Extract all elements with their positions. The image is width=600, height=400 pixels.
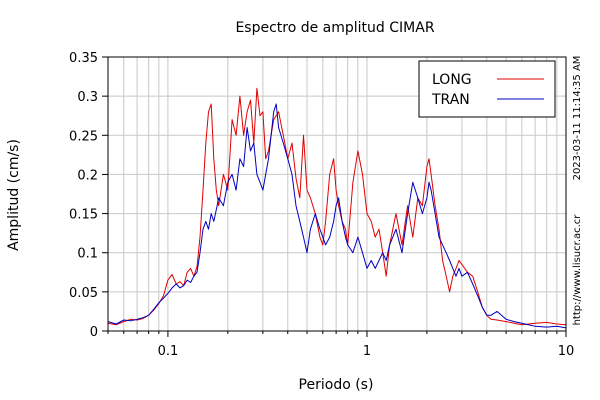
plot-frame xyxy=(107,56,567,332)
y-tick-label: 0.35 xyxy=(69,51,98,66)
legend-label-tran: TRAN xyxy=(431,92,470,108)
legend: LONG TRAN xyxy=(418,60,556,118)
y-tick-label: 0 xyxy=(90,325,98,340)
legend-label-long: LONG xyxy=(432,72,472,88)
axis-ticks: 0 0.05 0.1 0.15 0.2 0.25 0.3 0.35 0.1 1 10 xyxy=(69,51,574,359)
y-tick-label: 0.1 xyxy=(77,247,98,262)
series-line-long xyxy=(107,87,567,326)
chart-title: Espectro de amplitud CIMAR xyxy=(235,20,434,36)
website-label: http://www.lisucr.ac.cr xyxy=(572,214,583,326)
series-layer xyxy=(107,87,567,329)
x-tick-label: 0.1 xyxy=(158,344,179,359)
x-tick-label: 10 xyxy=(558,344,575,359)
y-tick-label: 0.15 xyxy=(69,208,98,223)
series-line-tran xyxy=(107,103,567,329)
x-tick-label: 1 xyxy=(363,344,371,359)
y-tick-label: 0.3 xyxy=(77,90,98,105)
y-tick-label: 0.05 xyxy=(69,286,98,301)
legend-box xyxy=(418,60,556,118)
x-axis-label: Periodo (s) xyxy=(299,377,374,393)
timestamp-label: 2023-03-11 11:14:35 AM xyxy=(572,56,583,181)
y-tick-label: 0.2 xyxy=(77,168,98,183)
y-tick-label: 0.25 xyxy=(69,129,98,144)
y-axis-label: Amplitud (cm/s) xyxy=(6,139,22,251)
